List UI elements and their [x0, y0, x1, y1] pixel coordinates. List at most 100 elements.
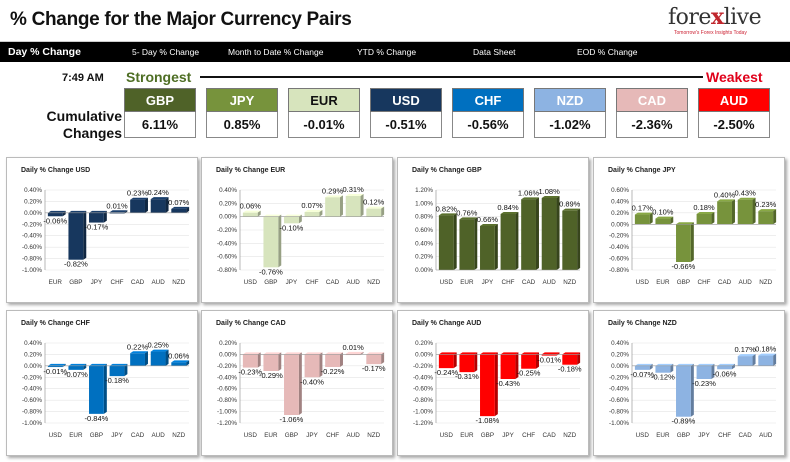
bar-jpy — [696, 363, 715, 379]
x-tick-label: CAD — [718, 279, 732, 286]
x-tick-label: NZD — [172, 432, 185, 439]
nav-month-to-date-change[interactable]: Month to Date % Change — [228, 47, 324, 57]
bar-side-face — [257, 352, 261, 368]
y-tick-label: -0.20% — [217, 363, 237, 370]
x-tick-label: GBP — [677, 432, 690, 439]
nav-data-sheet[interactable]: Data Sheet — [473, 47, 516, 57]
y-tick-label: -0.80% — [217, 397, 237, 404]
y-tick-label: 0.40% — [611, 198, 629, 205]
nav-5day-change[interactable]: 5- Day % Change — [132, 47, 200, 57]
bar-chart-svg: -1.00% -0.80% -0.60% -0.40% -0.20% 0.00% 0.20%… — [22, 187, 190, 286]
x-tick-label: NZD — [367, 432, 380, 439]
data-label: -0.01% — [537, 356, 561, 365]
x-tick-label: GBP — [264, 279, 277, 286]
cumulative-changes-label: Cumulative Changes — [46, 108, 122, 141]
x-tick-label: AUD — [151, 279, 165, 286]
x-tick-label: USD — [244, 279, 258, 286]
bar-side-face — [690, 222, 694, 262]
bar-gbp — [68, 210, 87, 260]
bar-usd — [634, 363, 653, 370]
bar-top-face — [541, 352, 560, 355]
x-tick-label: AUD — [346, 279, 360, 286]
bar-front-face — [130, 199, 145, 213]
bar-nzd — [562, 208, 581, 270]
bar-chf — [521, 352, 539, 369]
y-tick-label: -0.20% — [22, 221, 42, 228]
y-tick-label: 0.20% — [415, 254, 433, 261]
bar-usd — [634, 212, 653, 225]
bar-aud — [345, 194, 364, 217]
data-label: -0.07% — [64, 370, 88, 379]
y-tick-label: 0.40% — [415, 240, 433, 247]
currency-code: JPY — [206, 88, 278, 112]
x-tick-label: EUR — [656, 279, 670, 286]
cumulative-change-value: -2.36% — [616, 112, 688, 138]
bar-side-face — [515, 352, 519, 379]
bar-side-face — [144, 197, 148, 213]
nav-day-change[interactable]: Day % Change — [8, 46, 81, 58]
bar-side-face — [453, 213, 457, 270]
cumulative-change-value: -1.02% — [534, 112, 606, 138]
bar-top-face — [242, 352, 261, 355]
data-label: 0.07% — [301, 201, 323, 210]
bar-side-face — [186, 206, 190, 213]
bar-side-face — [278, 214, 282, 268]
currency-box-nzd: NZD -1.02% — [534, 88, 606, 138]
x-tick-label: CAD — [738, 432, 752, 439]
data-label: -0.25% — [517, 369, 541, 378]
bar-aud — [541, 196, 560, 270]
bar-cad — [737, 354, 756, 366]
forexlive-logo[interactable]: forexlive Tomorrow's Forex Insights Toda… — [668, 4, 768, 40]
bar-front-face — [325, 197, 340, 217]
x-tick-label: CHF — [502, 279, 515, 286]
bar-side-face — [515, 212, 519, 270]
currency-code: USD — [370, 88, 442, 112]
bar-aud — [150, 349, 169, 366]
bar-gbp — [676, 222, 694, 262]
bar-top-face — [284, 214, 302, 217]
y-tick-label: -0.20% — [609, 233, 629, 240]
bar-nzd — [366, 206, 385, 217]
bar-top-face — [242, 210, 261, 213]
bar-top-face — [676, 222, 694, 225]
y-tick-label: 0.20% — [24, 351, 42, 358]
x-tick-label: USD — [636, 279, 650, 286]
x-tick-label: EUR — [460, 279, 474, 286]
bar-top-face — [758, 353, 777, 356]
y-tick-label: 0.40% — [611, 340, 629, 347]
bar-nzd — [171, 360, 190, 366]
bar-side-face — [124, 363, 128, 377]
bar-usd — [242, 352, 261, 368]
bar-front-face — [500, 354, 516, 379]
bar-top-face — [325, 352, 343, 355]
y-tick-label: 0.20% — [611, 351, 629, 358]
nav-eod-change[interactable]: EOD % Change — [577, 47, 638, 57]
bar-front-face — [438, 215, 454, 270]
bar-side-face — [381, 352, 385, 365]
chart-title: Daily % Change USD — [21, 167, 91, 174]
bar-side-face — [103, 363, 107, 414]
data-label: -0.17% — [85, 223, 109, 232]
bar-top-face — [541, 196, 560, 198]
bar-top-face — [480, 224, 498, 226]
bar-usd — [438, 213, 457, 270]
x-tick-label: AUD — [759, 432, 773, 439]
bar-top-face — [737, 197, 756, 200]
y-tick-label: 0.00% — [219, 214, 237, 221]
bar-eur — [459, 352, 478, 373]
data-label: -0.66% — [672, 262, 696, 271]
bar-chart-svg: -1.20% -1.00% -0.80% -0.60% -0.40% -0.20% 0.00… — [413, 340, 582, 439]
bar-top-face — [480, 352, 498, 355]
y-tick-label: -1.00% — [609, 420, 629, 427]
nav-ytd-change[interactable]: YTD % Change — [357, 47, 417, 57]
bar-eur — [655, 216, 674, 225]
chart-title: Daily % Change JPY — [608, 167, 676, 174]
bar-front-face — [438, 354, 454, 369]
bar-front-face — [47, 365, 63, 368]
bar-top-face — [655, 363, 674, 366]
data-label: -0.84% — [85, 414, 109, 423]
currency-code: AUD — [698, 88, 770, 112]
y-tick-label: -0.60% — [413, 386, 433, 393]
data-label: -0.10% — [280, 223, 304, 232]
x-tick-label: NZD — [172, 279, 185, 286]
